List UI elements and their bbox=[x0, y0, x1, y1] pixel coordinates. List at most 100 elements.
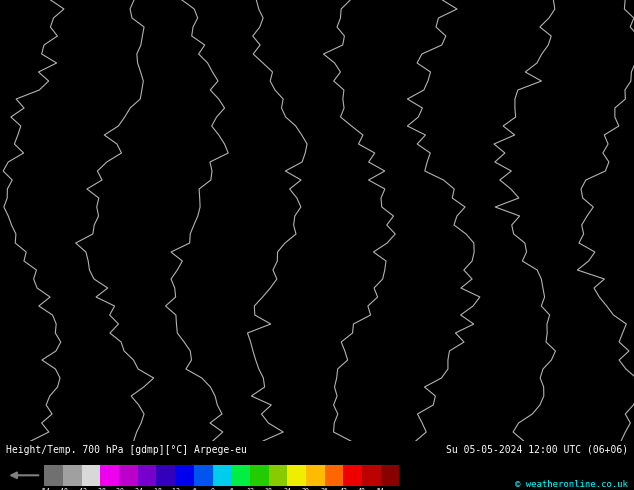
Text: 4: 4 bbox=[534, 154, 540, 160]
Text: 1: 1 bbox=[475, 397, 480, 403]
Text: -7: -7 bbox=[17, 96, 25, 101]
Text: -1: -1 bbox=[288, 130, 295, 136]
Text: 12: 12 bbox=[557, 14, 567, 21]
Text: -2: -2 bbox=[161, 26, 169, 32]
Text: -1: -1 bbox=[220, 258, 228, 264]
Text: 1: 1 bbox=[424, 258, 429, 264]
Text: -1: -1 bbox=[347, 420, 354, 427]
Text: -3: -3 bbox=[169, 328, 177, 334]
Text: 8: 8 bbox=[602, 119, 607, 125]
Text: 1: 1 bbox=[399, 38, 404, 44]
Text: 3: 3 bbox=[475, 119, 480, 125]
Text: 3: 3 bbox=[492, 293, 497, 299]
Text: 12: 12 bbox=[583, 26, 592, 32]
Text: -1: -1 bbox=[321, 409, 329, 415]
Text: 5: 5 bbox=[552, 165, 556, 172]
Bar bbox=[44, 465, 63, 486]
Text: 0: 0 bbox=[306, 3, 311, 9]
Text: -8: -8 bbox=[1, 142, 8, 148]
Text: 12: 12 bbox=[591, 38, 601, 44]
Text: -1: -1 bbox=[254, 154, 262, 160]
Text: -4: -4 bbox=[85, 26, 93, 32]
Text: -1: -1 bbox=[381, 409, 389, 415]
Text: -4: -4 bbox=[127, 386, 135, 392]
Text: 5: 5 bbox=[560, 130, 564, 136]
Text: 4: 4 bbox=[492, 189, 497, 195]
Text: -8: -8 bbox=[17, 212, 25, 218]
Text: 0: 0 bbox=[306, 293, 311, 299]
Text: -3: -3 bbox=[161, 235, 169, 241]
Text: -7: -7 bbox=[34, 96, 42, 101]
Text: -8: -8 bbox=[42, 374, 50, 380]
Text: -7: -7 bbox=[1, 130, 8, 136]
Text: 1: 1 bbox=[424, 305, 429, 311]
Text: 2: 2 bbox=[399, 3, 404, 9]
Text: -9: -9 bbox=[26, 386, 34, 392]
Text: 5: 5 bbox=[560, 235, 564, 241]
Text: 1: 1 bbox=[382, 165, 387, 172]
Text: 0: 0 bbox=[264, 38, 269, 44]
Text: -4: -4 bbox=[203, 340, 211, 345]
Text: 7: 7 bbox=[500, 38, 505, 44]
Text: -7: -7 bbox=[68, 340, 75, 345]
Text: 7: 7 bbox=[619, 374, 624, 380]
Text: -1: -1 bbox=[313, 363, 321, 368]
Text: 4: 4 bbox=[526, 142, 531, 148]
Text: 1: 1 bbox=[373, 96, 378, 101]
Text: -2: -2 bbox=[237, 316, 245, 322]
Text: 5: 5 bbox=[619, 420, 624, 427]
Text: -4: -4 bbox=[169, 189, 178, 195]
Text: -6: -6 bbox=[110, 420, 118, 427]
Text: 5: 5 bbox=[577, 270, 581, 276]
Text: -3: -3 bbox=[169, 223, 177, 229]
Text: 4: 4 bbox=[475, 130, 480, 136]
Text: 7: 7 bbox=[602, 130, 607, 136]
Text: 3: 3 bbox=[543, 374, 548, 380]
Text: 0: 0 bbox=[373, 246, 378, 252]
Text: -4: -4 bbox=[127, 38, 135, 44]
Text: -1: -1 bbox=[296, 246, 304, 252]
Text: -3: -3 bbox=[195, 281, 202, 287]
Text: -4: -4 bbox=[195, 397, 203, 403]
Text: 5: 5 bbox=[585, 363, 590, 368]
Text: -5: -5 bbox=[102, 270, 110, 276]
Text: 6: 6 bbox=[602, 165, 607, 172]
Text: 4: 4 bbox=[500, 154, 505, 160]
Text: 2: 2 bbox=[450, 374, 455, 380]
Text: 3: 3 bbox=[450, 84, 455, 90]
Text: 4: 4 bbox=[526, 165, 531, 172]
Text: 2: 2 bbox=[458, 316, 463, 322]
Text: 0: 0 bbox=[323, 293, 328, 299]
Text: 5: 5 bbox=[568, 177, 573, 183]
Text: 4: 4 bbox=[560, 351, 565, 357]
Text: 1: 1 bbox=[332, 130, 337, 136]
Text: 4: 4 bbox=[509, 200, 514, 206]
Text: 5: 5 bbox=[568, 351, 573, 357]
Text: -3: -3 bbox=[254, 281, 262, 287]
Text: 3: 3 bbox=[441, 246, 446, 252]
Text: -6: -6 bbox=[77, 223, 84, 229]
Text: 3: 3 bbox=[450, 189, 455, 195]
Text: 8: 8 bbox=[568, 96, 573, 101]
Text: -5: -5 bbox=[1, 49, 8, 55]
Text: -2: -2 bbox=[169, 258, 177, 264]
Text: -7: -7 bbox=[26, 154, 34, 160]
Text: 0: 0 bbox=[408, 397, 413, 403]
Text: -6: -6 bbox=[102, 363, 110, 368]
Text: 5: 5 bbox=[593, 223, 598, 229]
Text: 3: 3 bbox=[543, 328, 548, 334]
Text: 6: 6 bbox=[517, 38, 522, 44]
Text: 3: 3 bbox=[416, 142, 421, 148]
Text: -5: -5 bbox=[93, 223, 101, 229]
Text: 1: 1 bbox=[289, 38, 294, 44]
Text: 6: 6 bbox=[492, 61, 497, 67]
Text: -1: -1 bbox=[178, 3, 186, 9]
Text: 7: 7 bbox=[560, 107, 565, 113]
Text: -6: -6 bbox=[60, 107, 67, 113]
Text: -2: -2 bbox=[178, 351, 186, 357]
Text: 4: 4 bbox=[576, 432, 581, 438]
Text: -9: -9 bbox=[1, 409, 8, 415]
Text: 12: 12 bbox=[625, 3, 634, 9]
Text: -8: -8 bbox=[42, 328, 50, 334]
Text: 0: 0 bbox=[340, 363, 345, 368]
